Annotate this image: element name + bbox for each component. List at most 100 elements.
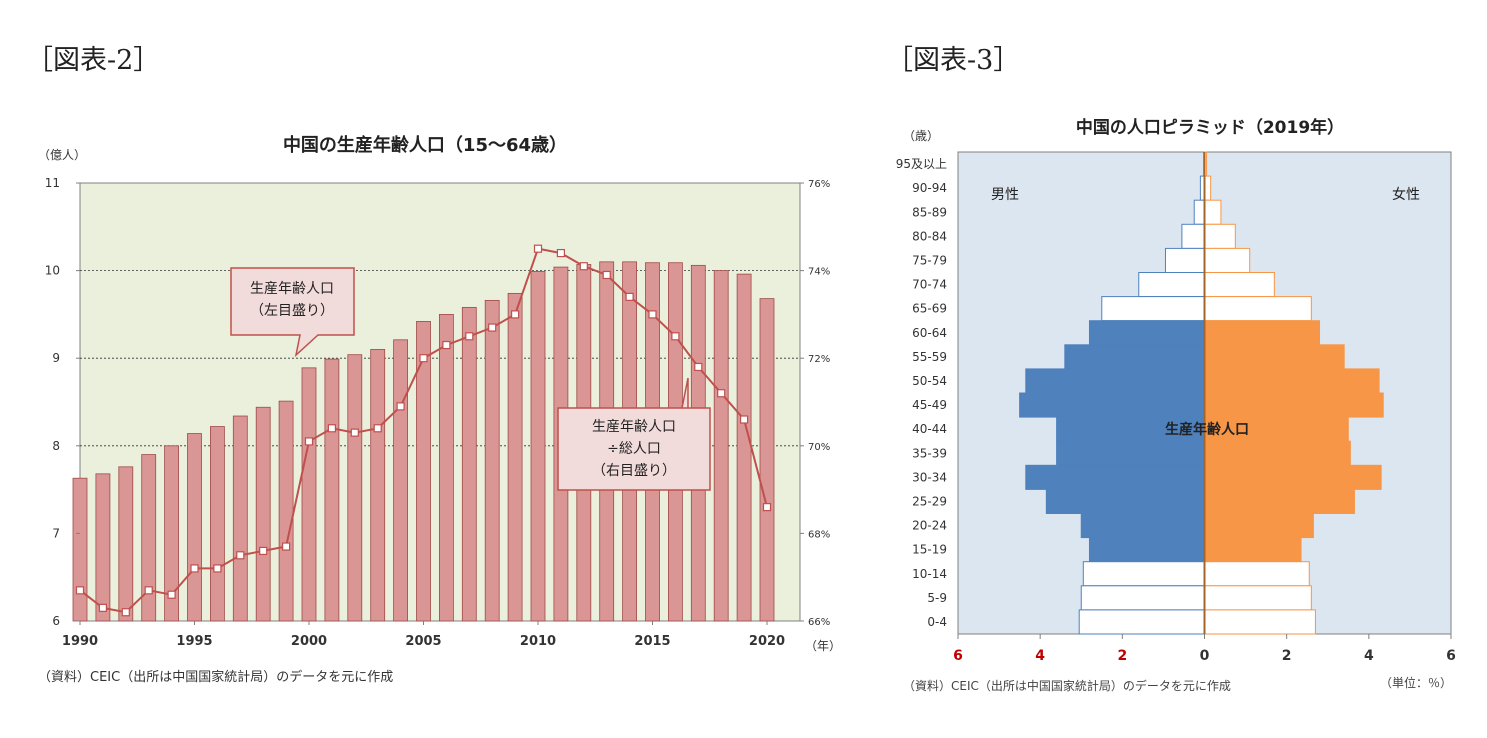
chart1-left-tick-label: 9 <box>52 351 60 365</box>
chart1-callout-line: 生産年齢人口 ÷総人口 （右目盛り） <box>557 377 711 491</box>
chart1-left-tick-label: 10 <box>45 264 60 278</box>
male-bar <box>1193 199 1205 225</box>
female-bar <box>1204 561 1310 587</box>
chart1-x-tick-label: 2005 <box>405 634 441 649</box>
chart1-bar <box>393 339 409 622</box>
callout2-line3: （右目盛り） <box>592 463 676 479</box>
chart2-source: （資料）CEIC（出所は中国国家統計局）のデータを元に作成 <box>903 678 1231 693</box>
chart1-ratio-point <box>511 310 520 319</box>
chart1-left-tick-label: 8 <box>52 439 60 453</box>
age-group-label: 75-79 <box>912 253 947 267</box>
male-bar <box>1101 296 1205 322</box>
age-group-label: 10-14 <box>912 567 947 581</box>
figure-label-2: ［図表-2］ <box>26 45 161 76</box>
chart1-ratio-point <box>717 389 726 398</box>
chart1-bar <box>164 445 180 622</box>
chart1-x-axis-label: （年） <box>805 639 841 653</box>
chart1-ratio-point <box>602 270 611 280</box>
chart1-ratio-point <box>465 332 474 341</box>
chart1-right-tick-label: 68% <box>808 529 830 540</box>
chart1-x-tick-label: 1995 <box>176 634 212 649</box>
chart1-ratio-point <box>396 402 405 411</box>
chart2-x-tick-label: 2 <box>1282 648 1292 664</box>
age-group-label: 60-64 <box>912 326 947 340</box>
chart1-ratio-point <box>282 542 291 551</box>
age-group-label: 45-49 <box>912 398 947 412</box>
chart1-bar <box>118 466 134 622</box>
chart1-bar <box>370 349 386 622</box>
chart1-ratio-point <box>75 586 85 595</box>
chart1-bar <box>530 271 546 622</box>
chart2-x-ticks: 6 4 2 0 2 4 6 <box>953 634 1456 664</box>
male-bar <box>1056 440 1205 466</box>
chart1-ratio-point <box>671 332 680 341</box>
female-bar <box>1204 223 1236 249</box>
chart1-x-tick-label: 2020 <box>749 634 785 649</box>
female-bar <box>1204 392 1384 418</box>
chart1-left-tick-label: 7 <box>52 526 60 540</box>
callout2-line1: 生産年齢人口 <box>592 419 676 435</box>
chart1-ratio-point <box>419 354 428 363</box>
male-bar <box>1088 537 1206 563</box>
chart1-right-ticks: 66% 68% 70% 72% 74% 76% <box>800 179 830 628</box>
age-group-label: 80-84 <box>912 229 947 243</box>
male-bar <box>1164 247 1205 273</box>
chart2-x-tick-label: 4 <box>1364 648 1374 664</box>
chart1-ratio-point <box>762 503 772 512</box>
callout1-line2: （左目盛り） <box>250 303 334 319</box>
population-pyramid-chart: 中国の人口ピラミッド（2019年） （歳） 95及以上 90-94 85-89 80-… <box>896 117 1456 693</box>
chart1-right-tick-label: 74% <box>808 267 830 278</box>
age-group-label: 85-89 <box>912 205 947 219</box>
chart1-bar <box>759 298 775 622</box>
male-bar <box>1138 272 1206 298</box>
age-group-label: 90-94 <box>912 181 947 195</box>
male-bar <box>1056 416 1205 442</box>
female-bar <box>1204 344 1345 370</box>
chart2-x-tick-label: 6 <box>953 648 963 664</box>
chart1-bar <box>507 292 523 622</box>
female-bar <box>1204 199 1222 225</box>
chart2-x-tick-label: 0 <box>1200 648 1210 664</box>
female-bar <box>1204 464 1382 490</box>
chart1-ratio-point <box>442 340 451 350</box>
chart1-x-tick-label: 2015 <box>634 634 670 649</box>
chart1-x-tick-label: 2000 <box>291 634 327 649</box>
male-bar <box>1025 368 1205 394</box>
chart1-bar <box>232 415 248 622</box>
age-group-label: 25-29 <box>912 494 947 508</box>
chart1-x-ticks: 1990 1995 2000 2005 2010 2015 2020 <box>62 621 785 649</box>
male-bar <box>1019 392 1205 418</box>
chart1-bar <box>72 477 88 622</box>
male-bar <box>1088 320 1206 346</box>
female-bar <box>1204 368 1380 394</box>
female-bar <box>1204 537 1302 563</box>
female-bar <box>1204 585 1312 611</box>
chart1-ratio-point <box>167 590 176 599</box>
chart2-title: 中国の人口ピラミッド（2019年） <box>1076 117 1344 138</box>
chart1-bar <box>736 273 752 622</box>
age-group-label: 55-59 <box>912 350 947 364</box>
male-bar <box>1181 223 1206 249</box>
chart1-bar <box>278 400 294 622</box>
chart1-ratio-markers <box>75 244 772 617</box>
age-group-label: 0-4 <box>927 615 947 629</box>
chart1-ratio-point <box>190 564 199 573</box>
age-group-label: 30-34 <box>912 470 947 484</box>
age-group-label: 95及以上 <box>896 157 947 171</box>
chart1-right-tick-label: 70% <box>808 442 830 453</box>
male-label: 男性 <box>991 187 1019 203</box>
chart1-ratio-point <box>98 603 108 612</box>
chart1-title: 中国の生産年齢人口（15～64歳） <box>283 134 567 156</box>
chart1-ratio-point <box>327 424 336 433</box>
chart1-ratio-point <box>259 546 268 556</box>
chart1-bar <box>209 426 225 622</box>
chart1-x-tick-label: 1990 <box>62 634 98 649</box>
callout2-line2: ÷総人口 <box>607 441 661 457</box>
chart2-y-axis-label: （歳） <box>903 129 939 143</box>
chart1-bar <box>301 367 317 622</box>
chart1-right-tick-label: 72% <box>808 354 830 365</box>
chart1-bar <box>461 306 477 622</box>
male-bar <box>1082 561 1206 587</box>
chart1-bar <box>438 313 454 622</box>
